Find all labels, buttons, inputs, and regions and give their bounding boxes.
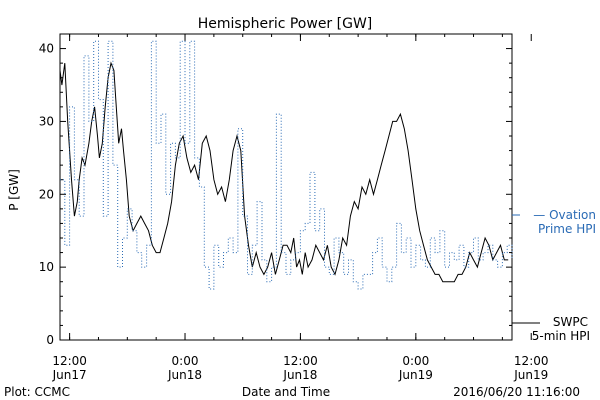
legend-swpc-line1: SWPC — [553, 315, 588, 329]
x-tick-label-time: 0:00 — [402, 354, 429, 368]
y-tick-label: 40 — [39, 42, 54, 56]
x-tick-label-date: Jun18 — [282, 368, 317, 382]
legend: — Ovation Prime HPI SWPC 5-min HPI — [512, 208, 596, 343]
x-tick-label-time: 12:00 — [514, 354, 549, 368]
x-tick-label-time: 0:00 — [172, 354, 199, 368]
legend-ovation-line2: Prime HPI — [538, 222, 596, 236]
y-tick-label: 0 — [46, 333, 54, 347]
legend-swpc-line2: 5-min HPI — [532, 329, 590, 343]
y-axis-label: P [GW] — [7, 169, 21, 211]
plot-border — [59, 33, 513, 341]
plot-frame — [59, 33, 513, 341]
y-tick-label: 10 — [39, 260, 54, 274]
x-tick-label-time: 12:00 — [283, 354, 318, 368]
y-tick-label: 20 — [39, 187, 54, 201]
y-tick-label: 30 — [39, 114, 54, 128]
x-tick-label-date: Jun19 — [513, 368, 548, 382]
x-axis-label: Date and Time — [242, 385, 330, 399]
axis-ticks: 01020304012:00Jun170:00Jun1812:00Jun180:… — [39, 34, 549, 382]
chart-title: Hemispheric Power [GW] — [198, 16, 373, 32]
series-layer — [59, 40, 513, 290]
footer-plot-credit: Plot: CCMC — [4, 385, 70, 399]
series-swpc-line — [59, 61, 509, 283]
x-tick-label-date: Jun18 — [167, 368, 202, 382]
series-ovation-prime-line — [60, 40, 513, 290]
x-tick-label-date: Jun17 — [52, 368, 87, 382]
footer-timestamp: 2016/06/20 11:16:00 — [453, 385, 580, 399]
x-tick-label-date: Jun19 — [398, 368, 433, 382]
legend-ovation-line1: — Ovation — [533, 208, 596, 222]
x-tick-label-time: 12:00 — [52, 354, 87, 368]
